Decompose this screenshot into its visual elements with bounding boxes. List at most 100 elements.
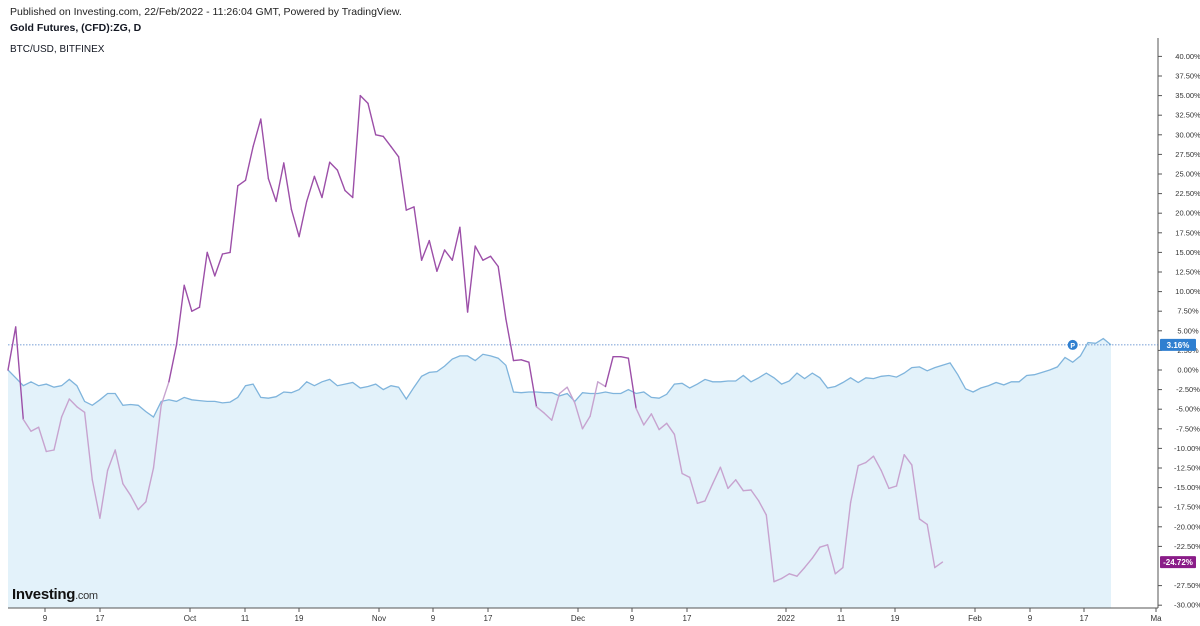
btc-series-segment <box>826 544 836 575</box>
btc-series-segment <box>543 412 553 421</box>
btc-series-segment <box>99 469 109 519</box>
btc-series-segment <box>122 483 132 497</box>
investing-logo: Investing.com <box>12 586 98 603</box>
btc-series-segment <box>428 239 438 272</box>
btc-series-segment <box>83 411 94 481</box>
btc-series-segment <box>206 251 216 277</box>
btc-series-segment <box>420 239 430 261</box>
btc-series-segment <box>390 145 400 158</box>
btc-series-segment <box>650 413 660 431</box>
btc-series-segment <box>895 454 905 487</box>
btc-series-segment <box>160 381 170 406</box>
btc-series-segment <box>76 406 86 413</box>
x-tick-label: 17 <box>484 614 493 623</box>
btc-series-segment <box>214 253 224 277</box>
btc-series-segment <box>405 206 415 211</box>
btc-series-segment <box>252 118 262 148</box>
btc-series-segment <box>22 418 32 432</box>
btc-series-segment <box>321 161 331 199</box>
gold-area-fill <box>8 338 1111 608</box>
btc-series-segment <box>329 161 339 171</box>
y-tick-label: 15.00% <box>1175 248 1200 257</box>
gold-value-badge-bg <box>1160 338 1196 351</box>
y-tick-label: -20.00% <box>1174 522 1200 531</box>
btc-series-segment <box>367 102 377 136</box>
btc-series-segment <box>237 179 247 187</box>
btc-series-segment <box>489 255 499 268</box>
y-tick-label: 30.00% <box>1175 130 1200 139</box>
btc-series-segment <box>382 135 392 148</box>
x-tick-label: 19 <box>891 614 900 623</box>
x-tick-label: Oct <box>184 614 197 623</box>
btc-series-segment <box>45 449 55 453</box>
btc-series-segment <box>129 494 139 511</box>
btc-series-segment <box>183 284 193 312</box>
btc-series-segment <box>413 206 423 261</box>
price-marker-label: P <box>1070 343 1075 350</box>
btc-series-segment <box>145 467 155 503</box>
btc-series-segment <box>359 94 369 105</box>
instrument-title: Gold Futures, (CFD):ZG, D <box>10 22 142 34</box>
y-tick-label: 12.50% <box>1175 268 1200 277</box>
btc-series-segment <box>888 485 898 490</box>
btc-series-segment <box>880 469 890 490</box>
y-tick-label: -30.00% <box>1174 601 1200 610</box>
btc-series-segment <box>719 466 729 490</box>
chart-header: Published on Investing.com, 22/Feb/2022 … <box>10 4 402 55</box>
btc-series-segment <box>765 514 775 583</box>
btc-series-segment <box>696 500 706 504</box>
btc-series-segment <box>306 175 316 203</box>
btc-series-segment <box>558 386 568 395</box>
x-tick-label: 19 <box>295 614 304 623</box>
btc-series-segment <box>597 381 607 388</box>
btc-series-segment <box>175 284 185 346</box>
btc-series-segment <box>627 357 637 410</box>
logo-suffix: .com <box>75 590 98 602</box>
x-tick-label: 9 <box>431 614 436 623</box>
y-tick-label: 7.50% <box>1177 307 1199 316</box>
btc-series-segment <box>604 356 614 388</box>
published-info: Published on Investing.com, 22/Feb/2022 … <box>10 6 402 18</box>
logo-main: Investing <box>12 586 76 603</box>
btc-series-segment <box>168 344 178 383</box>
btc-value-badge-bg <box>1160 556 1196 569</box>
btc-series-segment <box>137 501 147 511</box>
btc-series-segment <box>842 501 852 569</box>
btc-series-segment <box>512 359 522 362</box>
x-tick-label: 17 <box>683 614 692 623</box>
x-tick-label: 11 <box>837 614 846 623</box>
x-tick-label: 9 <box>1028 614 1033 623</box>
y-tick-label: 0.00% <box>1177 366 1199 375</box>
btc-series-segment <box>68 398 78 408</box>
btc-series-segment <box>221 251 231 255</box>
x-tick-label: Dec <box>571 614 585 623</box>
btc-series-segment <box>229 185 239 254</box>
x-tick-label: 9 <box>43 614 48 623</box>
btc-series-segment <box>14 326 24 421</box>
y-tick-label: -2.50% <box>1176 385 1200 394</box>
btc-series-segment <box>758 500 767 516</box>
btc-series-segment <box>397 156 407 211</box>
y-tick-label: -5.00% <box>1176 405 1200 414</box>
btc-series-segment <box>275 162 285 203</box>
btc-series-segment <box>788 573 798 577</box>
btc-series-segment <box>7 326 17 371</box>
btc-series-segment <box>643 413 653 426</box>
btc-series-segment <box>375 134 384 138</box>
y-tick-label: -22.50% <box>1174 542 1200 551</box>
btc-series-segment <box>911 464 921 520</box>
x-tick-label: Nov <box>372 614 386 623</box>
gold-value-badge-text: 3.16% <box>1167 341 1190 350</box>
y-tick-label: 37.50% <box>1175 72 1200 81</box>
btc-series-segment <box>37 426 47 453</box>
btc-series-segment <box>528 361 538 408</box>
y-tick-label: 32.50% <box>1175 111 1200 120</box>
x-tick-label: Feb <box>968 614 982 623</box>
btc-series-segment <box>535 406 545 414</box>
y-tick-label: -15.00% <box>1174 483 1200 492</box>
x-tick-label: Ma <box>1150 614 1162 623</box>
price-marker-icon <box>1067 339 1078 350</box>
btc-series-segment <box>260 118 270 180</box>
btc-series-segment <box>727 479 737 490</box>
